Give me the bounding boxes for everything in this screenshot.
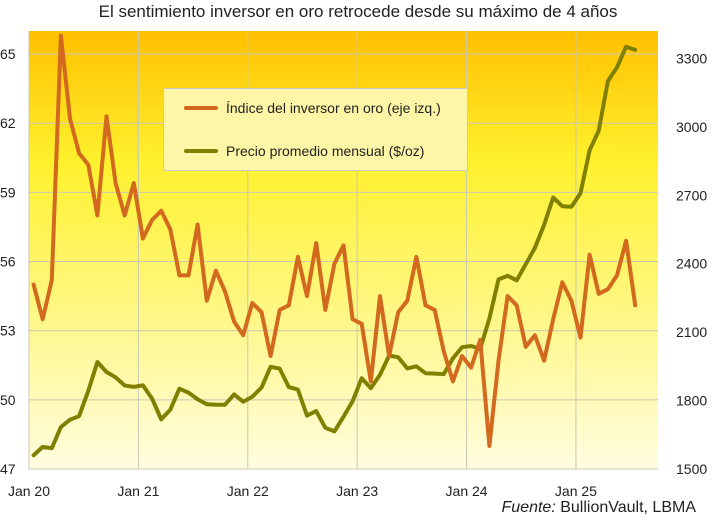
y-right-tick-label: 3300	[676, 50, 707, 66]
x-tick-label: Jan 23	[336, 483, 378, 499]
y-right-tick-label: 2700	[676, 187, 707, 203]
x-tick-label: Jan 20	[8, 483, 50, 499]
legend-item-index: Índice del inversor en oro (eje izq.)	[184, 98, 441, 118]
y-left-tick-label: 53	[0, 323, 16, 339]
y-right-tick-label: 1500	[676, 461, 707, 477]
legend-label-price: Precio promedio mensual ($/oz)	[226, 143, 425, 159]
source-text: BullionVault, LBMA	[555, 499, 696, 516]
legend: Índice del inversor en oro (eje izq.) Pr…	[163, 88, 468, 171]
y-left-tick-label: 47	[0, 461, 16, 477]
x-tick-label: Jan 22	[227, 483, 269, 499]
legend-swatch-index	[184, 106, 218, 110]
y-right-tick-label: 2100	[676, 324, 707, 340]
series-line-index	[31, 33, 638, 448]
y-right-tick-label: 3000	[676, 119, 707, 135]
axes: 47 50 53 56 59 62 65 1500 1800 2100 2400 2700 3000 33…	[0, 46, 707, 499]
source-label: Fuente:	[501, 499, 556, 516]
x-tick-label: Jan 21	[117, 483, 159, 499]
series-lines	[31, 33, 638, 458]
series-line-price	[31, 44, 638, 458]
x-tick-label: Jan 24	[446, 483, 488, 499]
y-right-tick-label: 1800	[676, 393, 707, 409]
legend-label-index: Índice del inversor en oro (eje izq.)	[226, 100, 441, 116]
y-left-tick-label: 56	[0, 254, 16, 270]
y-left-tick-label: 50	[0, 392, 16, 408]
legend-item-price: Precio promedio mensual ($/oz)	[184, 141, 424, 161]
y-left-tick-label: 65	[0, 46, 16, 62]
y-left-tick-label: 59	[0, 184, 16, 200]
legend-swatch-price	[184, 149, 218, 153]
y-left-tick-label: 62	[0, 115, 16, 131]
chart-title: El sentimiento inversor en oro retrocede…	[98, 2, 618, 21]
y-right-tick-label: 2400	[676, 256, 707, 272]
chart-source: Fuente: BullionVault, LBMA	[502, 499, 696, 517]
x-tick-label: Jan 25	[555, 483, 597, 499]
